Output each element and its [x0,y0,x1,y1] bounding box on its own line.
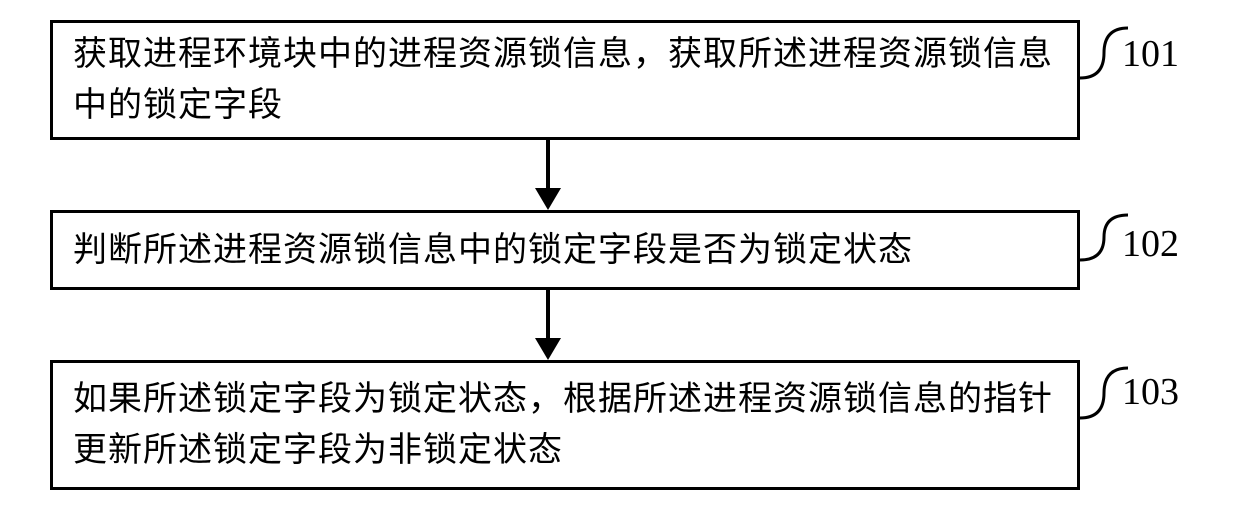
step-label: 101 [1122,32,1179,76]
step-text: 获取进程环境块中的进程资源锁信息，获取所述进程资源锁信息中的锁定字段 [73,29,1057,131]
step-text: 判断所述进程资源锁信息中的锁定字段是否为锁定状态 [73,225,913,276]
step-label: 102 [1122,222,1179,266]
step-label: 103 [1122,370,1179,414]
step-box-102: 判断所述进程资源锁信息中的锁定字段是否为锁定状态 [50,210,1080,290]
step-box-101: 获取进程环境块中的进程资源锁信息，获取所述进程资源锁信息中的锁定字段 [50,20,1080,140]
flowchart-canvas: 获取进程环境块中的进程资源锁信息，获取所述进程资源锁信息中的锁定字段 101 判… [0,0,1240,526]
step-box-103: 如果所述锁定字段为锁定状态，根据所述进程资源锁信息的指针更新所述锁定字段为非锁定… [50,360,1080,490]
step-text: 如果所述锁定字段为锁定状态，根据所述进程资源锁信息的指针更新所述锁定字段为非锁定… [73,374,1057,476]
